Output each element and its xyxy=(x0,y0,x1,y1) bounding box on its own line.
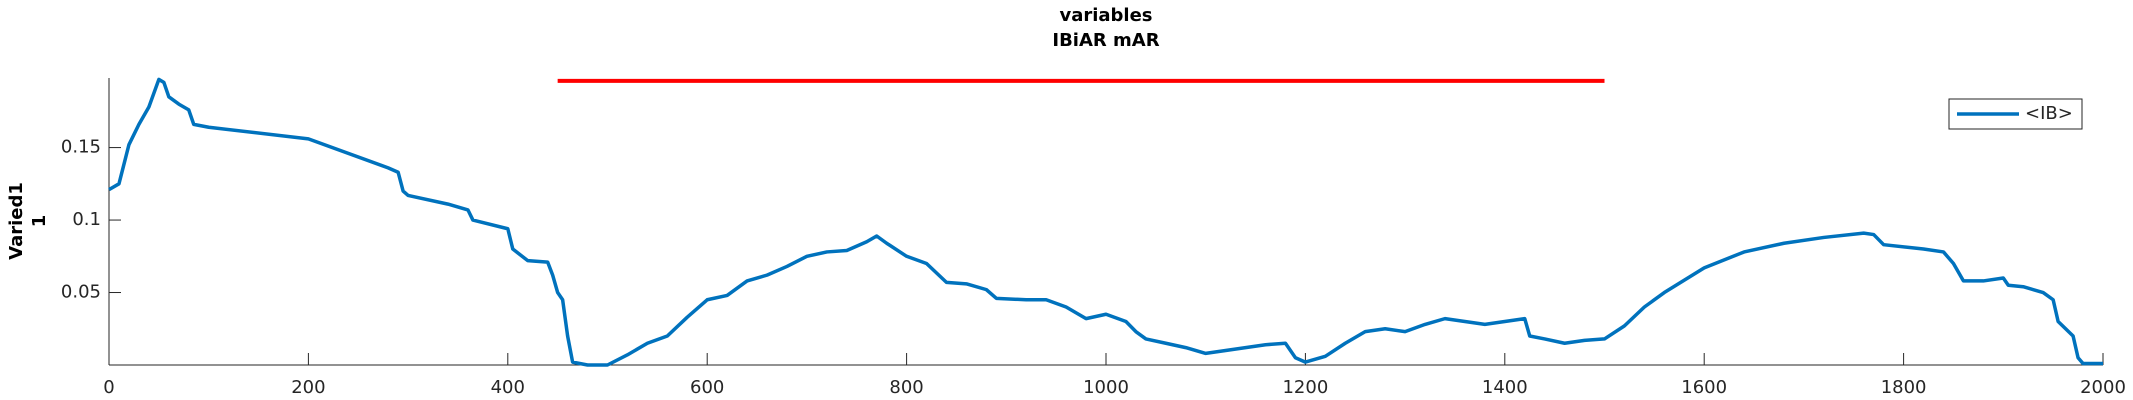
y-axis-label: 1 xyxy=(29,215,50,228)
y-tick-label: 0.05 xyxy=(61,282,101,303)
x-tick-label: 1200 xyxy=(1282,377,1328,398)
x-tick-label: 1600 xyxy=(1681,377,1727,398)
x-tick-label: 1000 xyxy=(1083,377,1129,398)
x-tick-label: 400 xyxy=(491,377,525,398)
x-tick-label: 0 xyxy=(103,377,114,398)
data-line xyxy=(108,77,2103,367)
x-tick-label: 600 xyxy=(690,377,724,398)
x-tick-label: 200 xyxy=(291,377,325,398)
chart-title: IBiAR mAR xyxy=(1052,30,1159,51)
y-tick-label: 0.1 xyxy=(72,209,101,230)
legend-label: <IB> xyxy=(2025,103,2073,124)
x-tick-label: 1800 xyxy=(1881,377,1927,398)
x-tick-label: 1400 xyxy=(1482,377,1528,398)
x-tick-label: 2000 xyxy=(2080,377,2126,398)
x-tick-label: 800 xyxy=(889,377,923,398)
y-axis-label: Varied1 xyxy=(6,182,27,260)
y-tick-label: 0.15 xyxy=(61,137,101,158)
chart-title: variables xyxy=(1059,5,1152,26)
